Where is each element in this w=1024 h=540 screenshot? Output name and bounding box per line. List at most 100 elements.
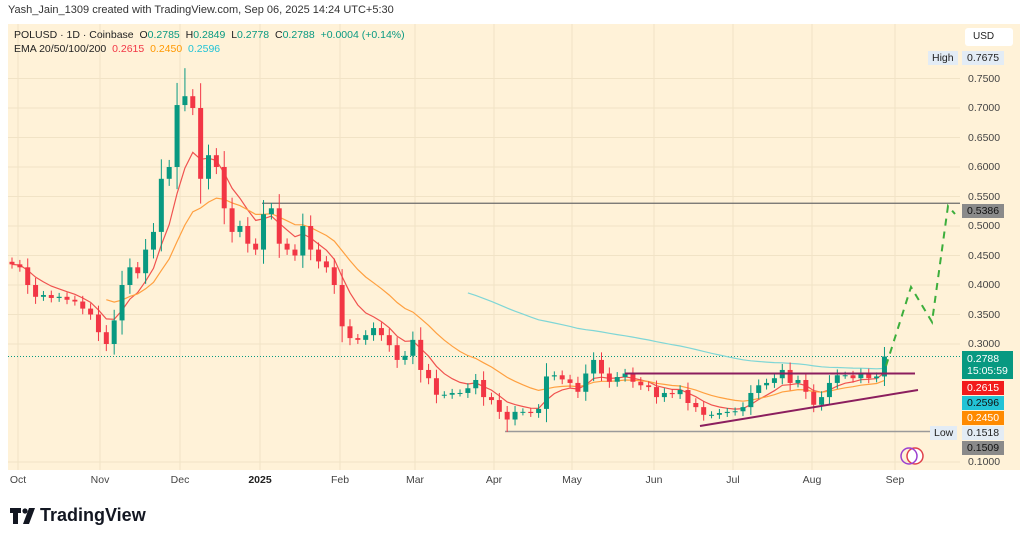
candle-body (150, 231, 156, 250)
candle-body (268, 208, 274, 215)
low-value: 0.2778 (237, 29, 270, 41)
low-close-label: 0.1509 (962, 441, 1005, 455)
price-tick: 0.1000 (968, 456, 1001, 468)
candle-body (17, 264, 23, 268)
candle-body (669, 392, 675, 395)
economic-event-icon (906, 447, 924, 465)
candle-body (748, 392, 754, 408)
symbol-info[interactable]: POLUSD · 1D · Coinbase (14, 29, 134, 41)
candle-body (520, 411, 526, 413)
ema20-value: 0.2615 (112, 43, 145, 55)
candle-body (842, 375, 848, 377)
candle-body (559, 375, 565, 380)
candle-body (850, 375, 856, 379)
change-value: +0.0004 (+0.14%) (320, 29, 405, 41)
candle-body (371, 328, 377, 336)
time-tick: Aug (802, 474, 822, 486)
candle-body (614, 377, 620, 382)
low-price-label: 0.1518 (962, 426, 1005, 440)
candle-body (881, 356, 887, 377)
candle-body (811, 391, 817, 405)
ohlc-row: POLUSD · 1D · Coinbase O0.2785 H0.2849 L… (14, 28, 405, 42)
candle-body (536, 408, 542, 414)
tradingview-logo[interactable]: TradingView (10, 505, 146, 526)
candle-body (229, 208, 235, 232)
candle-body (119, 285, 125, 321)
price-tick: 0.7500 (968, 72, 1001, 85)
legend: POLUSD · 1D · Coinbase O0.2785 H0.2849 L… (14, 28, 405, 56)
resistance-price-label: 0.5386 (962, 204, 1005, 218)
candle-body (308, 226, 314, 250)
candle-body (33, 285, 39, 297)
candle-body (221, 167, 227, 209)
candle-body (88, 308, 94, 315)
candle-body (819, 397, 825, 405)
candle-body (394, 345, 400, 360)
candle-body (198, 108, 204, 179)
candle-body (449, 392, 455, 395)
candle-body (284, 243, 290, 250)
ema20-price-label: 0.2615 (962, 381, 1005, 395)
candle-body (166, 167, 172, 179)
candle-body (874, 376, 880, 379)
open-label: O (139, 29, 148, 41)
ema20-line (11, 151, 885, 410)
ema-row[interactable]: EMA 20/50/100/200 0.2615 0.2450 0.2596 (14, 42, 405, 56)
candle-body (418, 339, 424, 370)
low-tag: Low (930, 426, 958, 440)
candle-body (95, 314, 101, 333)
price-tick: 0.3500 (968, 308, 1001, 321)
candle-body (701, 407, 707, 415)
candle-body (756, 385, 762, 393)
candle-body (677, 390, 683, 395)
candle-body (496, 400, 502, 412)
candle-body (386, 335, 392, 346)
candle-body (127, 267, 133, 285)
candle-body (740, 407, 746, 412)
rising-support-trendline (699, 389, 919, 427)
candle-body (158, 178, 164, 232)
candle-body (48, 295, 54, 298)
candle-body (504, 411, 510, 420)
last-price: 0.2788 (967, 353, 1000, 365)
time-tick: Dec (170, 474, 190, 486)
candle-body (803, 379, 809, 392)
candle-body (143, 249, 149, 274)
candle-body (858, 373, 864, 379)
time-tick: Apr (485, 474, 503, 486)
candle-body (135, 267, 141, 274)
candle-body (787, 369, 793, 383)
candle-body (528, 411, 534, 414)
close-value: 0.2788 (282, 29, 315, 41)
candle-body (661, 392, 667, 398)
candle-body (64, 296, 70, 300)
time-tick: Jun (645, 474, 663, 486)
candle-body (355, 338, 361, 340)
chart-credit: Yash_Jain_1309 created with TradingView.… (8, 4, 394, 16)
candle-body (606, 373, 612, 382)
candle-body (599, 359, 604, 374)
candle-body (771, 378, 777, 383)
candle-body (654, 387, 660, 398)
time-tick: 2025 (248, 474, 272, 486)
candle-body (410, 339, 416, 356)
candle-body (543, 376, 549, 409)
candle-body (245, 226, 251, 244)
time-tick: Oct (9, 474, 27, 486)
event-icon-ring (900, 447, 918, 465)
time-tick: Jul (726, 474, 740, 486)
candle-body (638, 381, 644, 386)
currency-button[interactable]: USD (965, 28, 1013, 46)
candle-body (488, 397, 494, 401)
candle-body (834, 375, 840, 383)
candle-body (591, 359, 597, 374)
candle-body (402, 355, 408, 360)
candle-body (300, 226, 306, 256)
candle-body (630, 373, 636, 382)
high-value: 0.2849 (193, 29, 226, 41)
candle-body (40, 295, 46, 297)
price-tick: 0.4000 (968, 279, 1001, 291)
time-tick: Mar (405, 474, 425, 486)
candle-body (9, 261, 15, 265)
